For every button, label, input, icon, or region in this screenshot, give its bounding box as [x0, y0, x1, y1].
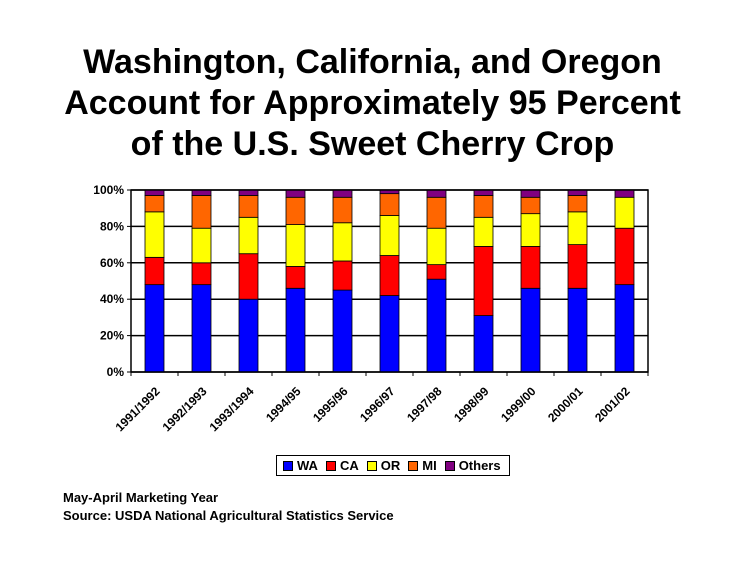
y-tick-label: 0%	[107, 365, 125, 379]
x-tick-label: 2000/01	[545, 384, 586, 425]
x-tick-label: 1995/96	[310, 384, 351, 425]
title-line-2: Account for Approximately 95 Percent	[64, 84, 681, 122]
bar-mi-9	[567, 195, 588, 213]
legend-label: Others	[458, 458, 501, 473]
source-note: Source: USDA National Agricultural Stati…	[63, 508, 394, 523]
bar-mi-2	[238, 195, 259, 218]
y-tick-label: 20%	[100, 329, 124, 343]
bar-ca-7	[473, 246, 494, 316]
bar-others-7	[473, 189, 494, 196]
legend-swatch	[366, 460, 377, 471]
bar-ca-1	[191, 262, 212, 286]
bar-wa-4	[332, 289, 353, 373]
bar-ca-9	[567, 244, 588, 289]
plot-border	[130, 189, 649, 373]
legend: WA CA OR MI Others	[276, 455, 510, 476]
bar-ca-6	[426, 264, 447, 280]
bar-or-8	[520, 213, 541, 247]
bar-ca-5	[379, 255, 400, 296]
bar-or-6	[426, 227, 447, 266]
bar-mi-0	[144, 195, 165, 213]
bar-ca-0	[144, 256, 165, 286]
bar-or-5	[379, 215, 400, 256]
bar-mi-4	[332, 196, 353, 224]
bar-ca-3	[285, 266, 306, 289]
x-tick-label: 1997/98	[404, 384, 445, 425]
bar-mi-8	[520, 196, 541, 215]
x-tick-label: 1998/99	[451, 384, 492, 425]
legend-swatch	[444, 460, 455, 471]
bar-mi-5	[379, 193, 400, 216]
x-tick-label: 1996/97	[357, 384, 398, 425]
marketing-year-note: May-April Marketing Year	[63, 490, 219, 505]
legend-entry-wa: WA	[283, 458, 318, 473]
x-tick-label: 1991/1992	[113, 384, 163, 434]
bar-others-10	[614, 189, 635, 198]
bar-or-10	[614, 196, 635, 229]
bar-or-4	[332, 222, 353, 262]
legend-entry-others: Others	[444, 458, 501, 473]
bar-wa-2	[238, 298, 259, 373]
bar-mi-1	[191, 195, 212, 229]
bar-others-3	[285, 189, 306, 198]
bar-or-2	[238, 216, 259, 255]
x-tick-label: 1994/95	[263, 384, 304, 425]
y-tick-label: 40%	[100, 292, 124, 306]
y-tick-label: 80%	[100, 219, 124, 233]
legend-label: MI	[422, 458, 437, 473]
bar-or-7	[473, 216, 494, 247]
bar-wa-7	[473, 315, 494, 373]
legend-entry-ca: CA	[325, 458, 359, 473]
bar-ca-8	[520, 246, 541, 289]
bar-wa-8	[520, 287, 541, 373]
legend-swatch	[325, 460, 336, 471]
bar-wa-3	[285, 287, 306, 373]
bar-ca-2	[238, 253, 259, 300]
bar-wa-1	[191, 284, 212, 373]
bar-mi-6	[426, 196, 447, 229]
bar-others-2	[238, 189, 259, 196]
bar-mi-3	[285, 196, 306, 225]
legend-swatch	[408, 460, 419, 471]
bar-others-9	[567, 189, 588, 196]
bar-others-0	[144, 189, 165, 196]
y-tick-label: 100%	[93, 183, 124, 197]
bar-or-0	[144, 211, 165, 258]
chart-title: Washington, California, and Oregon Accou…	[0, 42, 745, 165]
bar-ca-4	[332, 260, 353, 291]
bar-wa-0	[144, 284, 165, 373]
x-tick-label: 1992/1993	[160, 384, 210, 434]
x-tick-label: 1999/00	[498, 384, 539, 425]
bar-others-1	[191, 189, 212, 196]
legend-label: WA	[297, 458, 318, 473]
bar-or-3	[285, 224, 306, 267]
bar-others-4	[332, 189, 353, 198]
legend-entry-mi: MI	[408, 458, 437, 473]
y-tick-label: 60%	[100, 256, 124, 270]
bar-others-6	[426, 189, 447, 198]
bar-or-1	[191, 227, 212, 264]
legend-label: OR	[380, 458, 401, 473]
bar-or-9	[567, 211, 588, 245]
bar-ca-10	[614, 227, 635, 286]
legend-swatch	[283, 460, 293, 471]
bar-wa-9	[567, 287, 588, 373]
bar-wa-6	[426, 278, 447, 373]
title-line-3: of the U.S. Sweet Cherry Crop	[130, 125, 615, 163]
x-tick-label: 2001/02	[592, 384, 633, 425]
footnotes: May-April Marketing Year Source: USDA Na…	[63, 489, 394, 525]
legend-label: CA	[339, 458, 359, 473]
bar-wa-10	[614, 284, 635, 373]
title-line-1: Washington, California, and Oregon	[83, 43, 662, 81]
bar-wa-5	[379, 295, 400, 373]
legend-entry-or: OR	[366, 458, 401, 473]
bar-mi-7	[473, 195, 494, 218]
x-tick-label: 1993/1994	[207, 384, 257, 434]
bar-others-8	[520, 189, 541, 198]
